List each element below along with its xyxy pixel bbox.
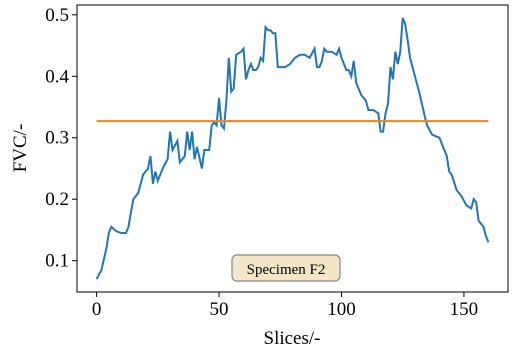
y-tick-label: 0.3 — [45, 128, 69, 149]
y-tick-label: 0.4 — [45, 66, 69, 87]
y-tick-label: 0.2 — [45, 189, 69, 210]
y-tick-label: 0.5 — [45, 5, 69, 26]
x-axis-label: Slices/- — [264, 328, 321, 349]
y-tick-label: 0.1 — [45, 251, 69, 272]
y-axis-label: FVC/- — [10, 124, 31, 173]
x-tick-label: 100 — [327, 299, 356, 320]
line-series — [95, 17, 490, 280]
x-tick-label: 150 — [450, 299, 479, 320]
x-tick-label: 0 — [92, 299, 102, 320]
annotation: Specimen F2 — [247, 262, 326, 278]
annotation-box — [231, 254, 341, 282]
x-tick-label: 50 — [210, 299, 229, 320]
plot-frame — [76, 4, 509, 293]
